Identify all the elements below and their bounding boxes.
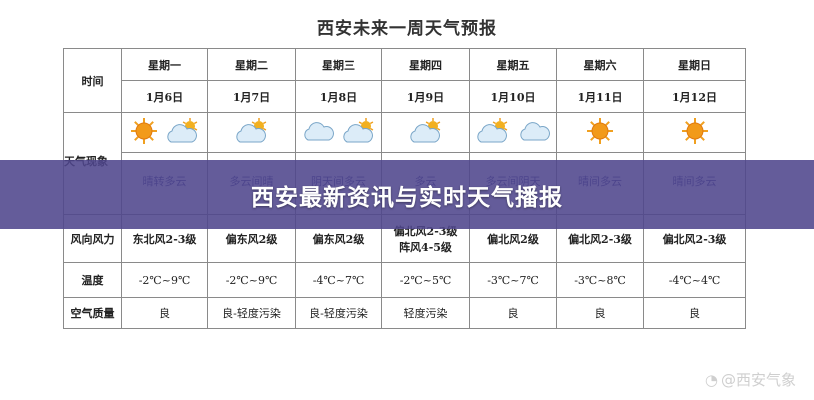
weekday: 星期日 [678,58,711,72]
weekday-cell: 星期五 [469,48,557,81]
air-cell: 良 [556,297,644,329]
cloud-sun-icon [165,117,201,148]
date: 1月10日 [490,90,536,104]
date: 1月12日 [672,90,717,104]
air-quality: 良 [507,307,519,320]
wind: 偏东风2级 [225,232,278,246]
temperature: -3℃~8℃ [574,273,626,287]
temp-cell: -4℃~4℃ [643,262,746,298]
weather-icon-cell [121,112,208,153]
weather-icon-cell [556,112,644,153]
sun-icon [680,116,710,149]
date-cell: 1月8日 [295,80,382,113]
air-quality: 良-轻度污染 [222,307,281,320]
weekday: 星期六 [583,58,617,72]
cloud-icon [301,118,335,147]
air-cell: 良 [469,297,557,329]
temperature: -2℃~9℃ [138,273,191,287]
date-cell: 1月7日 [207,80,296,113]
temp-cell: -4℃~7℃ [295,262,382,298]
watermark: ◔ @西安气象 [705,369,796,390]
temp-cell: -3℃~8℃ [556,262,644,298]
weekday: 星期四 [409,58,442,72]
row-label-air: 空气质量 [63,297,122,329]
date-cell: 1月10日 [469,80,557,113]
air-quality: 良 [689,307,700,320]
temperature: -2℃~5℃ [399,273,452,287]
watermark-text: @西安气象 [720,371,796,389]
cloud-sun-icon [341,117,377,148]
cloud-sun-icon [234,117,270,148]
weather-icon-cell [295,112,382,153]
temp-cell: -2℃~9℃ [121,262,208,298]
gust: 阵风4-5级 [399,240,452,254]
wind: 偏北风2级 [487,232,539,246]
air-quality: 轻度污染 [403,307,448,320]
air-quality: 良-轻度污染 [309,307,368,320]
date-cell: 1月11日 [556,80,644,113]
temp-cell: -3℃~7℃ [469,262,557,298]
wind: 偏北风2-3级 [662,232,727,246]
temperature: -4℃~4℃ [668,273,721,287]
sun-icon [129,116,159,149]
weekday: 星期一 [148,58,181,72]
date: 1月9日 [406,90,445,104]
weekday-cell: 星期二 [207,48,296,81]
temperature: -4℃~7℃ [312,273,365,287]
weekday: 星期三 [322,58,355,72]
air-cell: 良-轻度污染 [207,297,296,329]
temp-cell: -2℃~9℃ [207,262,296,298]
wind: 偏北风2-3级 [568,232,632,246]
air-quality: 良 [159,307,170,320]
wind: 东北风2-3级 [132,232,197,246]
weather-icon-cell [643,112,746,153]
date-cell: 1月12日 [643,80,746,113]
weather-icon-cell [381,112,470,153]
cloud-sun-icon [475,117,511,148]
air-cell: 良 [643,297,746,329]
row-label-time: 时间 [63,48,122,113]
temperature: -3℃~7℃ [487,273,539,287]
weather-icon-cell [469,112,557,153]
temp-cell: -2℃~5℃ [381,262,470,298]
date-cell: 1月9日 [381,80,470,113]
air-cell: 良 [121,297,208,329]
date: 1月8日 [319,90,358,104]
weekday-cell: 星期日 [643,48,746,81]
headline-text: 西安最新资讯与实时天气播报 [251,184,563,211]
date: 1月7日 [232,90,271,104]
air-cell: 轻度污染 [381,297,470,329]
date: 1月6日 [145,90,184,104]
headline-banner: 西安最新资讯与实时天气播报 [0,160,814,229]
weather-icon-cell [207,112,296,153]
weekday-cell: 星期四 [381,48,470,81]
wind: 偏东风2级 [312,232,365,246]
weibo-icon: ◔ [704,370,718,389]
weekday-cell: 星期三 [295,48,382,81]
weekday-cell: 星期一 [121,48,208,81]
cloud-icon [517,118,551,147]
forecast-title: 西安未来一周天气预报 [317,19,497,39]
air-quality: 良 [594,307,606,320]
weekday-cell: 星期六 [556,48,644,81]
row-label-temp: 温度 [63,262,122,298]
date-cell: 1月6日 [121,80,208,113]
weekday: 星期二 [235,58,268,72]
date: 1月11日 [577,90,623,104]
temperature: -2℃~9℃ [225,273,278,287]
cloud-sun-icon [408,117,444,148]
weekday: 星期五 [496,58,530,72]
air-cell: 良-轻度污染 [295,297,382,329]
sun-icon [585,116,615,149]
